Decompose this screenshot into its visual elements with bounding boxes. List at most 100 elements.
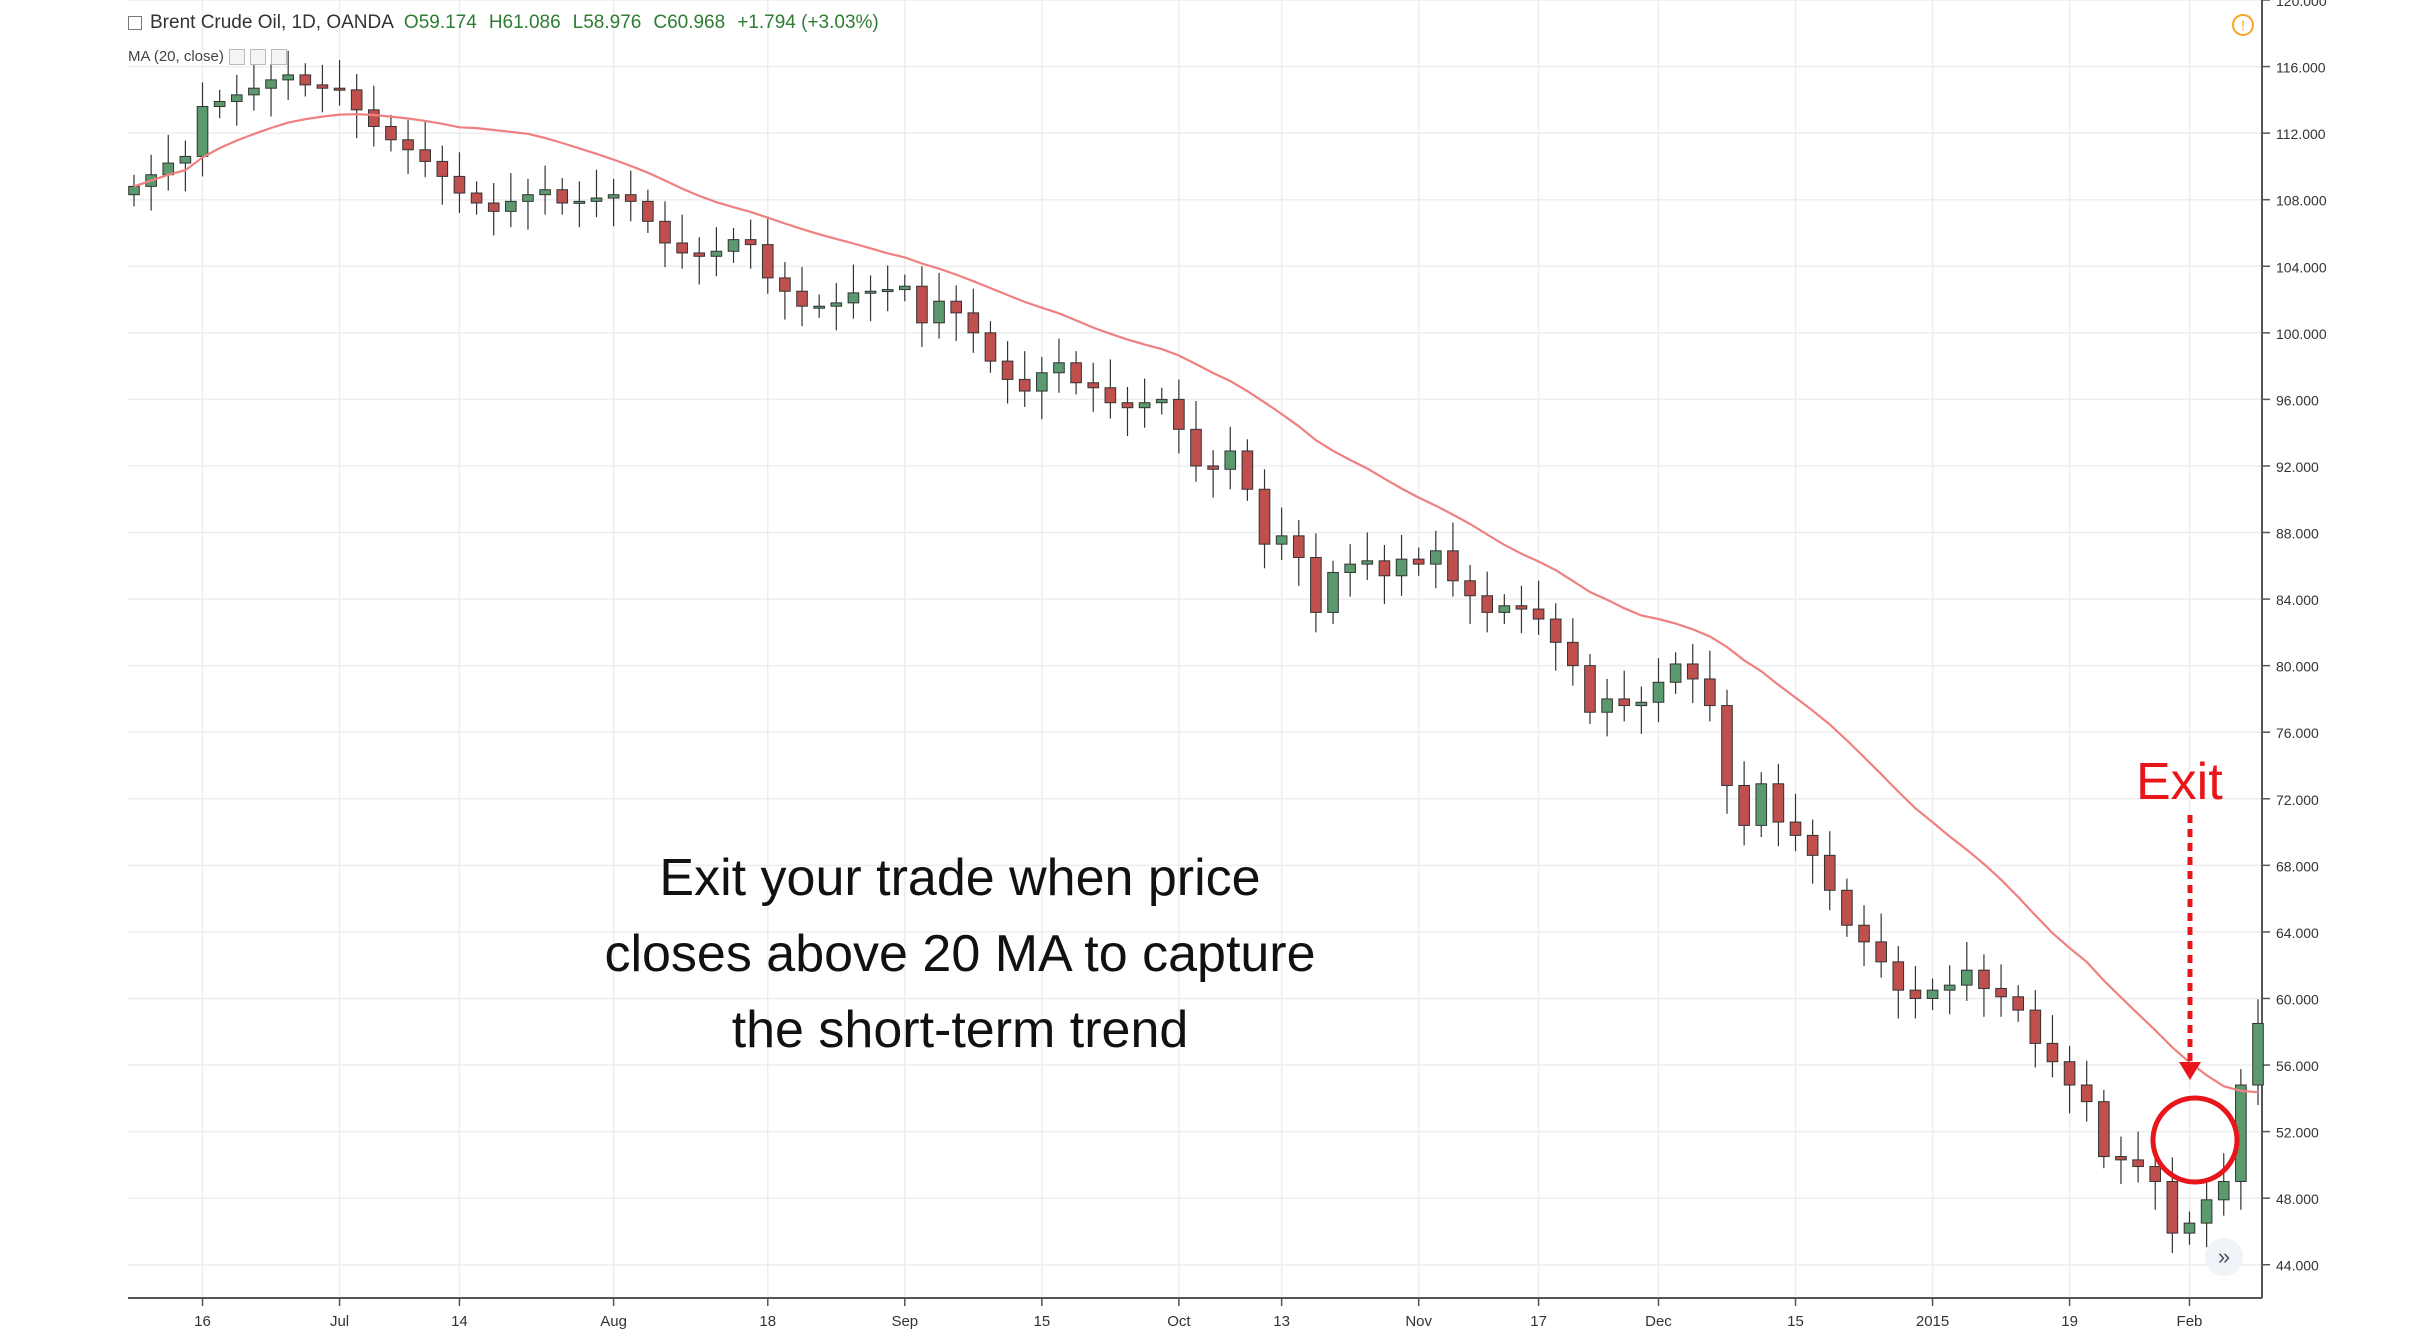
candle-body: [505, 200, 517, 212]
x-tick-label: Dec: [1645, 1313, 1672, 1330]
candle-body: [402, 139, 414, 151]
candle-body: [779, 277, 791, 292]
candle-body: [1669, 663, 1682, 683]
x-tick-label: 17: [1530, 1313, 1547, 1330]
candle-body: [1155, 398, 1168, 404]
candle-body: [659, 220, 671, 244]
candle-body: [813, 305, 825, 309]
candle-body: [1224, 450, 1237, 470]
candle-body: [624, 194, 637, 202]
candle-body: [1978, 969, 1990, 989]
candle-body: [1943, 984, 1956, 991]
candle-body: [1138, 402, 1151, 409]
y-tick-label: 84.000: [2276, 592, 2319, 608]
candle-body: [1960, 969, 1973, 986]
indicator-label[interactable]: MA (20, close): [128, 48, 224, 65]
candle-body: [2217, 1181, 2230, 1201]
candle-body: [299, 74, 312, 86]
candle-body: [1532, 608, 1545, 620]
candle-body: [367, 109, 380, 127]
candle-body: [522, 194, 534, 202]
candle-body: [419, 149, 432, 162]
candle-body: [1858, 924, 1870, 943]
candle-body: [864, 290, 877, 294]
candle-body: [265, 79, 277, 89]
y-tick-label: 100.000: [2276, 326, 2327, 342]
y-tick-label: 48.000: [2276, 1191, 2319, 1207]
candle-body: [2115, 1156, 2127, 1161]
x-tick-label: 19: [2061, 1313, 2078, 1330]
collapse-icon[interactable]: [128, 16, 142, 30]
candle-body: [1618, 698, 1631, 707]
low-value: L58.976: [572, 12, 642, 33]
high-value: H61.086: [488, 12, 561, 33]
candle-body: [316, 84, 329, 89]
indicator-visibility-button[interactable]: [228, 48, 245, 65]
candle-body: [1704, 678, 1716, 707]
annotation-line-2: closes above 20 MA to capture: [604, 925, 1316, 983]
x-tick-label: 14: [451, 1313, 468, 1330]
candle-body: [1875, 941, 1887, 963]
candle-body: [2132, 1159, 2144, 1168]
candle-body: [1361, 560, 1374, 565]
candle-body: [1841, 889, 1853, 926]
y-tick-label: 108.000: [2276, 193, 2327, 209]
candle-body: [385, 125, 397, 141]
candle-body: [1721, 705, 1733, 786]
candle-body: [1686, 663, 1699, 680]
y-tick-label: 72.000: [2276, 792, 2319, 808]
candle-body: [333, 87, 346, 91]
candle-body: [230, 94, 243, 103]
warning-icon[interactable]: !: [2232, 14, 2254, 36]
candle-body: [1601, 698, 1613, 713]
chart-grid: [128, 0, 2262, 1298]
candle-body: [282, 74, 294, 81]
x-tick-label: Sep: [891, 1313, 918, 1330]
candle-body: [761, 244, 774, 279]
candle-body: [1481, 595, 1494, 613]
annotation-line-3: the short-term trend: [731, 1001, 1189, 1059]
candle-body: [1395, 558, 1408, 577]
candle-body: [1292, 535, 1305, 558]
candle-body: [2200, 1199, 2213, 1224]
symbol-title[interactable]: Brent Crude Oil, 1D, OANDA: [150, 12, 394, 33]
x-tick-label: Oct: [1167, 1313, 1191, 1330]
candle-body: [1738, 784, 1750, 826]
x-axis-ticks: 16 Jul 14 Aug 18 Sep 15 Oct 13 Nov 17 Dec 15 2015 19 Fe…: [194, 1298, 2202, 1330]
candle-body: [1344, 563, 1356, 573]
candle-body: [1755, 783, 1768, 826]
candle-body: [248, 87, 260, 96]
annotation-text: Exit your trade when price closes above …: [600, 840, 1320, 1068]
candle-body: [933, 300, 945, 324]
candle-body: [2252, 1022, 2264, 1086]
candlesticks: [128, 50, 2264, 1254]
candle-body: [1207, 465, 1219, 470]
candle-body: [1464, 580, 1476, 597]
x-tick-label: 13: [1273, 1313, 1290, 1330]
candle-body: [1190, 428, 1202, 467]
x-tick-label: 16: [194, 1313, 211, 1330]
close-value: C60.968: [653, 12, 726, 33]
candle-body: [1070, 362, 1082, 384]
indicator-remove-button[interactable]: [270, 48, 287, 65]
chart-header: Brent Crude Oil, 1D, OANDA O59.174 H61.0…: [128, 12, 891, 34]
candle-body: [710, 250, 723, 257]
open-value: O59.174: [403, 12, 477, 33]
y-tick-label: 116.000: [2276, 60, 2326, 76]
scroll-right-icon[interactable]: »: [2205, 1238, 2243, 1276]
y-tick-label: 80.000: [2276, 659, 2319, 675]
candle-body: [213, 101, 226, 108]
candle-body: [1635, 701, 1648, 707]
candle-body: [881, 289, 894, 293]
candle-body: [1001, 360, 1014, 380]
candle-body: [1772, 783, 1785, 823]
candle-body: [1995, 987, 2007, 998]
candle-body: [2046, 1042, 2059, 1063]
indicator-settings-button[interactable]: [249, 48, 266, 65]
candle-body: [2029, 1009, 2042, 1044]
candle-body: [1926, 989, 1939, 999]
candle-body: [1378, 560, 1391, 577]
candle-body: [693, 252, 706, 257]
chart-axes: [128, 0, 2263, 1299]
